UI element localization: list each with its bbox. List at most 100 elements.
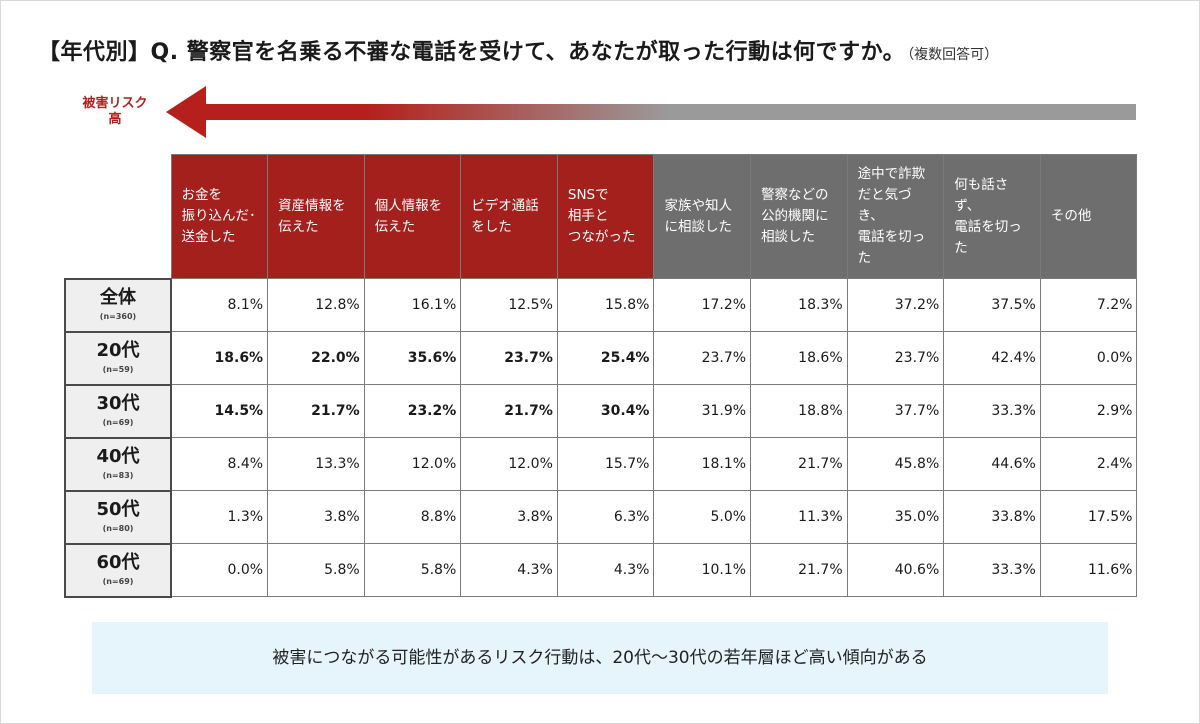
table-row: 20代 (n=59) 18.6% 22.0% 35.6% 23.7% 25.4% 23.7% 1…: [64, 330, 1138, 386]
value-cell: 4.3%: [556, 543, 655, 597]
value-cell: 11.3%: [750, 490, 848, 544]
title-sub: （複数回答可）: [907, 47, 999, 63]
row-label: 全体: [100, 286, 136, 308]
value-cell: 33.3%: [943, 543, 1041, 597]
value-cell: 17.2%: [653, 278, 752, 332]
value-cell: 33.8%: [943, 490, 1041, 544]
row-label: 30代: [96, 392, 140, 414]
row-label: 20代: [96, 339, 140, 361]
row-label: 60代: [96, 551, 140, 573]
value-cell: 18.3%: [750, 278, 848, 332]
value-cell: 16.1%: [363, 278, 462, 332]
value-cell: 12.8%: [267, 278, 365, 332]
row-header: 60代 (n=69): [64, 542, 172, 598]
row-header: 30代 (n=69): [64, 383, 172, 439]
value-cell: 4.3%: [460, 543, 558, 597]
value-cell: 8.8%: [363, 490, 462, 544]
value-cell: 12.0%: [460, 437, 558, 491]
row-label: 50代: [96, 498, 140, 520]
value-cell: 31.9%: [653, 384, 752, 438]
value-cell: 8.4%: [170, 437, 269, 491]
arrow-head: [166, 86, 206, 138]
table-row: 30代 (n=69) 14.5% 21.7% 23.2% 21.7% 30.4% 31.9% 1…: [64, 383, 1138, 439]
value-cell: 8.1%: [170, 278, 269, 332]
column-header: SNSで 相手と つながった: [556, 154, 655, 279]
title-main: 【年代別】Q. 警察官を名乗る不審な電話を受けて、あなたが取った行動は何ですか。: [38, 40, 906, 65]
value-cell: 18.6%: [750, 331, 848, 385]
value-cell: 15.8%: [556, 278, 655, 332]
risk-arrow-icon: [166, 86, 1136, 138]
value-cell: 11.6%: [1039, 543, 1138, 597]
value-cell: 37.5%: [943, 278, 1041, 332]
value-cell: 37.7%: [846, 384, 945, 438]
column-header: 何も話さず、 電話を切っ た: [943, 154, 1041, 279]
column-header: ビデオ通話 をした: [460, 154, 558, 279]
corner-cell: [65, 155, 171, 279]
value-cell: 40.6%: [846, 543, 945, 597]
value-cell: 17.5%: [1039, 490, 1138, 544]
value-cell: 21.7%: [460, 384, 558, 438]
value-cell: 5.8%: [267, 543, 365, 597]
row-sample-size: (n=59): [102, 364, 134, 374]
row-sample-size: (n=83): [102, 470, 134, 480]
arrow-shaft: [200, 104, 1136, 120]
value-cell: 21.7%: [267, 384, 365, 438]
column-header: お金を 振り込んだ･ 送金した: [170, 154, 269, 279]
value-cell: 0.0%: [170, 543, 269, 597]
value-cell: 21.7%: [750, 543, 848, 597]
row-sample-size: (n=69): [102, 417, 134, 427]
value-cell: 21.7%: [750, 437, 848, 491]
value-cell: 1.3%: [170, 490, 269, 544]
value-cell: 0.0%: [1039, 331, 1138, 385]
row-header: 50代 (n=80): [64, 489, 172, 545]
value-cell: 10.1%: [653, 543, 752, 597]
summary-note: 被害につながる可能性があるリスク行動は、20代〜30代の若年層ほど高い傾向がある: [92, 622, 1108, 694]
value-cell: 35.6%: [363, 331, 462, 385]
column-header: 家族や知人 に相談した: [653, 154, 752, 279]
column-header: 途中で詐欺 だと気づき、 電話を切っ た: [846, 154, 945, 279]
value-cell: 33.3%: [943, 384, 1041, 438]
value-cell: 12.5%: [460, 278, 558, 332]
value-cell: 3.8%: [267, 490, 365, 544]
value-cell: 30.4%: [556, 384, 655, 438]
value-cell: 2.9%: [1039, 384, 1138, 438]
table-row: 40代 (n=83) 8.4% 13.3% 12.0% 12.0% 15.7% 18.1% 21…: [64, 436, 1138, 492]
value-cell: 42.4%: [943, 331, 1041, 385]
row-sample-size: (n=69): [102, 576, 134, 586]
value-cell: 18.6%: [170, 331, 269, 385]
value-cell: 45.8%: [846, 437, 945, 491]
row-label: 40代: [96, 445, 140, 467]
table-row: 全体 (n=360) 8.1% 12.8% 16.1% 12.5% 15.8% 17.2% 18…: [64, 277, 1138, 333]
value-cell: 44.6%: [943, 437, 1041, 491]
chart-title: 【年代別】Q. 警察官を名乗る不審な電話を受けて、あなたが取った行動は何ですか。…: [38, 34, 1168, 70]
value-cell: 18.8%: [750, 384, 848, 438]
value-cell: 13.3%: [267, 437, 365, 491]
value-cell: 15.7%: [556, 437, 655, 491]
column-header: 警察などの 公的機関に 相談した: [750, 154, 848, 279]
value-cell: 6.3%: [556, 490, 655, 544]
row-header: 40代 (n=83): [64, 436, 172, 492]
value-cell: 5.8%: [363, 543, 462, 597]
value-cell: 35.0%: [846, 490, 945, 544]
value-cell: 37.2%: [846, 278, 945, 332]
value-cell: 14.5%: [170, 384, 269, 438]
column-header: 資産情報を 伝えた: [267, 154, 365, 279]
value-cell: 2.4%: [1039, 437, 1138, 491]
value-cell: 18.1%: [653, 437, 752, 491]
value-cell: 23.7%: [460, 331, 558, 385]
value-cell: 22.0%: [267, 331, 365, 385]
table-body: 全体 (n=360) 8.1% 12.8% 16.1% 12.5% 15.8% 17.2% 18…: [64, 277, 1138, 598]
value-cell: 23.7%: [653, 331, 752, 385]
value-cell: 23.7%: [846, 331, 945, 385]
row-header: 20代 (n=59): [64, 330, 172, 386]
value-cell: 12.0%: [363, 437, 462, 491]
column-header: 個人情報を 伝えた: [363, 154, 462, 279]
risk-label: 被害リスク 高: [82, 96, 148, 127]
column-header: その他: [1039, 154, 1138, 279]
row-sample-size: (n=360): [99, 311, 137, 321]
header-row: お金を 振り込んだ･ 送金した 資産情報を 伝えた 個人情報を 伝えた ビデオ通話 を…: [65, 154, 1138, 279]
row-header: 全体 (n=360): [64, 277, 172, 333]
row-sample-size: (n=80): [102, 523, 134, 533]
value-cell: 25.4%: [556, 331, 655, 385]
value-cell: 7.2%: [1039, 278, 1138, 332]
